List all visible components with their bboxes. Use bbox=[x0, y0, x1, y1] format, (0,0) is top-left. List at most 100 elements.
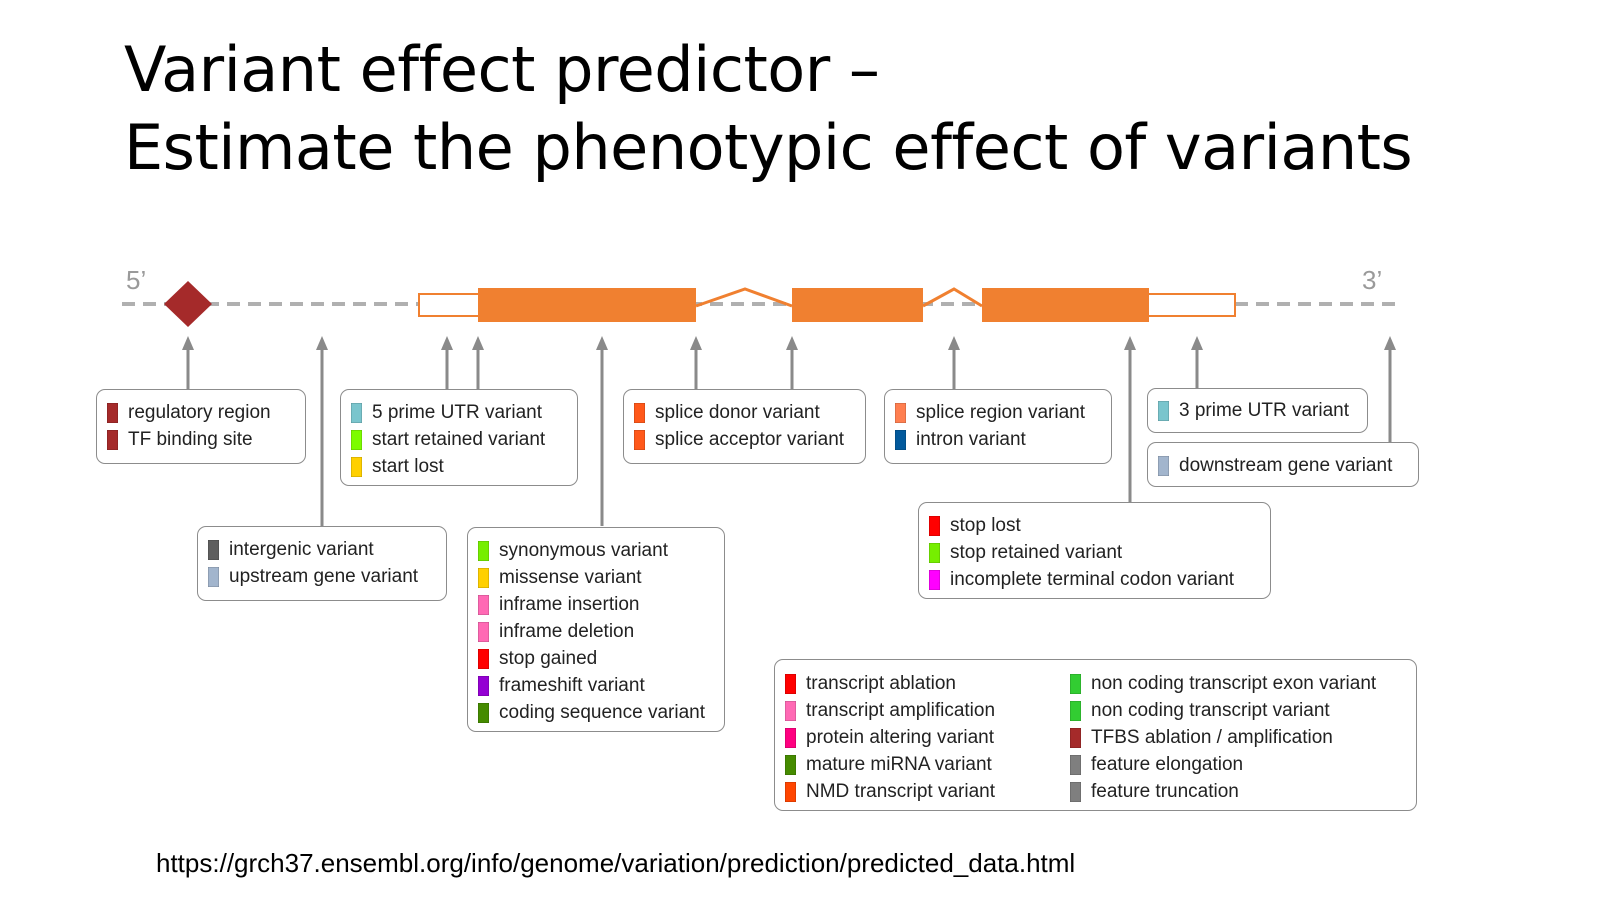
legend-item: start retained variant bbox=[351, 426, 567, 453]
legend-label: start lost bbox=[372, 455, 444, 477]
legend-label: stop retained variant bbox=[950, 541, 1123, 563]
legend-label: intergenic variant bbox=[229, 538, 374, 560]
legend-label: 5 prime UTR variant bbox=[372, 401, 542, 423]
legend-item: TF binding site bbox=[107, 426, 295, 453]
legend-swatch bbox=[1070, 673, 1081, 694]
label-3-prime: 3’ bbox=[1362, 265, 1382, 295]
legend-label: splice region variant bbox=[916, 401, 1085, 423]
legend-item: non coding transcript variant bbox=[1070, 697, 1376, 724]
legend-label: stop gained bbox=[499, 647, 598, 669]
legend-swatch bbox=[634, 402, 645, 423]
legend-label: inframe deletion bbox=[499, 620, 635, 642]
legend-label: splice donor variant bbox=[655, 401, 820, 423]
arrow-splice-donor-head bbox=[690, 336, 702, 350]
legend-item: inframe insertion bbox=[478, 591, 714, 618]
legend-label: feature elongation bbox=[1091, 753, 1244, 775]
legend-swatch bbox=[208, 539, 219, 560]
legend-item: synonymous variant bbox=[478, 537, 714, 564]
legend-item: intron variant bbox=[895, 426, 1101, 453]
legend-swatch bbox=[1070, 754, 1081, 775]
legend-item: inframe deletion bbox=[478, 618, 714, 645]
legend-item: NMD transcript variant bbox=[785, 778, 995, 805]
legend-swatch bbox=[1070, 781, 1081, 802]
legend-item: stop retained variant bbox=[929, 539, 1260, 566]
legend-label: downstream gene variant bbox=[1179, 454, 1393, 476]
legend-swatch bbox=[785, 754, 796, 775]
legend-swatch bbox=[785, 781, 796, 802]
legend-item: transcript amplification bbox=[785, 697, 995, 724]
legend-box-splice-region: splice region variant intron variant bbox=[884, 389, 1112, 464]
legend-label: synonymous variant bbox=[499, 539, 668, 561]
legend-label: feature truncation bbox=[1091, 780, 1239, 802]
legend-label: inframe insertion bbox=[499, 593, 640, 615]
legend-swatch bbox=[208, 566, 219, 587]
legend-item: non coding transcript exon variant bbox=[1070, 670, 1376, 697]
legend-swatch bbox=[785, 727, 796, 748]
legend-item: 5 prime UTR variant bbox=[351, 399, 567, 426]
legend-item: regulatory region bbox=[107, 399, 295, 426]
legend-label: intron variant bbox=[916, 428, 1026, 450]
slide-title-line-2: Estimate the phenotypic effect of varian… bbox=[124, 111, 1413, 184]
legend-swatch bbox=[1070, 700, 1081, 721]
legend-swatch bbox=[351, 402, 362, 423]
legend-item: incomplete terminal codon variant bbox=[929, 566, 1260, 593]
legend-swatch bbox=[895, 402, 906, 423]
legend-label: regulatory region bbox=[128, 401, 271, 423]
exon-2 bbox=[792, 288, 923, 322]
legend-box-intergenic: intergenic variant upstream gene variant bbox=[197, 526, 447, 601]
legend-label: 3 prime UTR variant bbox=[1179, 399, 1349, 421]
legend-label: non coding transcript exon variant bbox=[1091, 672, 1377, 694]
legend-swatch bbox=[478, 621, 489, 642]
legend-label: start retained variant bbox=[372, 428, 546, 450]
legend-swatch bbox=[895, 429, 906, 450]
utr-5-prime-box bbox=[418, 293, 481, 317]
legend-swatch bbox=[107, 429, 118, 450]
legend-box-coding: synonymous variant missense variant infram… bbox=[467, 527, 725, 732]
legend-box-transcript: transcript ablation transcript amplificat… bbox=[774, 659, 1417, 811]
transcript-legend-left: transcript ablation transcript amplificat… bbox=[785, 670, 995, 805]
legend-box-downstream: downstream gene variant bbox=[1147, 442, 1419, 487]
legend-item: intergenic variant bbox=[208, 536, 436, 563]
arrow-coding-head bbox=[596, 336, 608, 350]
legend-swatch bbox=[634, 429, 645, 450]
legend-swatch bbox=[1158, 455, 1169, 476]
exon-1 bbox=[478, 288, 696, 322]
arrow-intron-head bbox=[948, 336, 960, 350]
legend-swatch bbox=[478, 567, 489, 588]
arrow-splice-acceptor-head bbox=[786, 336, 798, 350]
legend-box-splice: splice donor variant splice acceptor vari… bbox=[623, 389, 866, 464]
legend-item: feature truncation bbox=[1070, 778, 1376, 805]
legend-item: mature miRNA variant bbox=[785, 751, 995, 778]
legend-swatch bbox=[478, 594, 489, 615]
legend-swatch bbox=[1158, 400, 1169, 421]
legend-box-regulatory: regulatory region TF binding site bbox=[96, 389, 306, 464]
legend-swatch bbox=[929, 515, 940, 536]
legend-label: transcript amplification bbox=[806, 699, 996, 721]
legend-swatch bbox=[478, 702, 489, 723]
legend-label: incomplete terminal codon variant bbox=[950, 568, 1235, 590]
legend-swatch bbox=[351, 429, 362, 450]
legend-swatch bbox=[785, 673, 796, 694]
arrow-regulatory-head bbox=[182, 336, 194, 350]
legend-item: 3 prime UTR variant bbox=[1158, 397, 1357, 424]
legend-item: upstream gene variant bbox=[208, 563, 436, 590]
legend-item: missense variant bbox=[478, 564, 714, 591]
legend-swatch bbox=[785, 700, 796, 721]
legend-label: stop lost bbox=[950, 514, 1021, 536]
arrow-stop-head bbox=[1124, 336, 1136, 350]
legend-item: transcript ablation bbox=[785, 670, 995, 697]
legend-item: start lost bbox=[351, 453, 567, 480]
source-url: https://grch37.ensembl.org/info/genome/v… bbox=[156, 848, 1076, 878]
legend-item: TFBS ablation / amplification bbox=[1070, 724, 1376, 751]
legend-item: protein altering variant bbox=[785, 724, 995, 751]
legend-swatch bbox=[929, 542, 940, 563]
arrow-utr5-a-head bbox=[441, 336, 453, 350]
legend-item: splice donor variant bbox=[634, 399, 855, 426]
legend-label: TF binding site bbox=[128, 428, 253, 450]
slide-title-line-1: Variant effect predictor – bbox=[124, 33, 880, 106]
arrow-utr5-b-head bbox=[472, 336, 484, 350]
legend-label: NMD transcript variant bbox=[806, 780, 995, 802]
arrow-utr3-head bbox=[1191, 336, 1203, 350]
legend-item: splice acceptor variant bbox=[634, 426, 855, 453]
